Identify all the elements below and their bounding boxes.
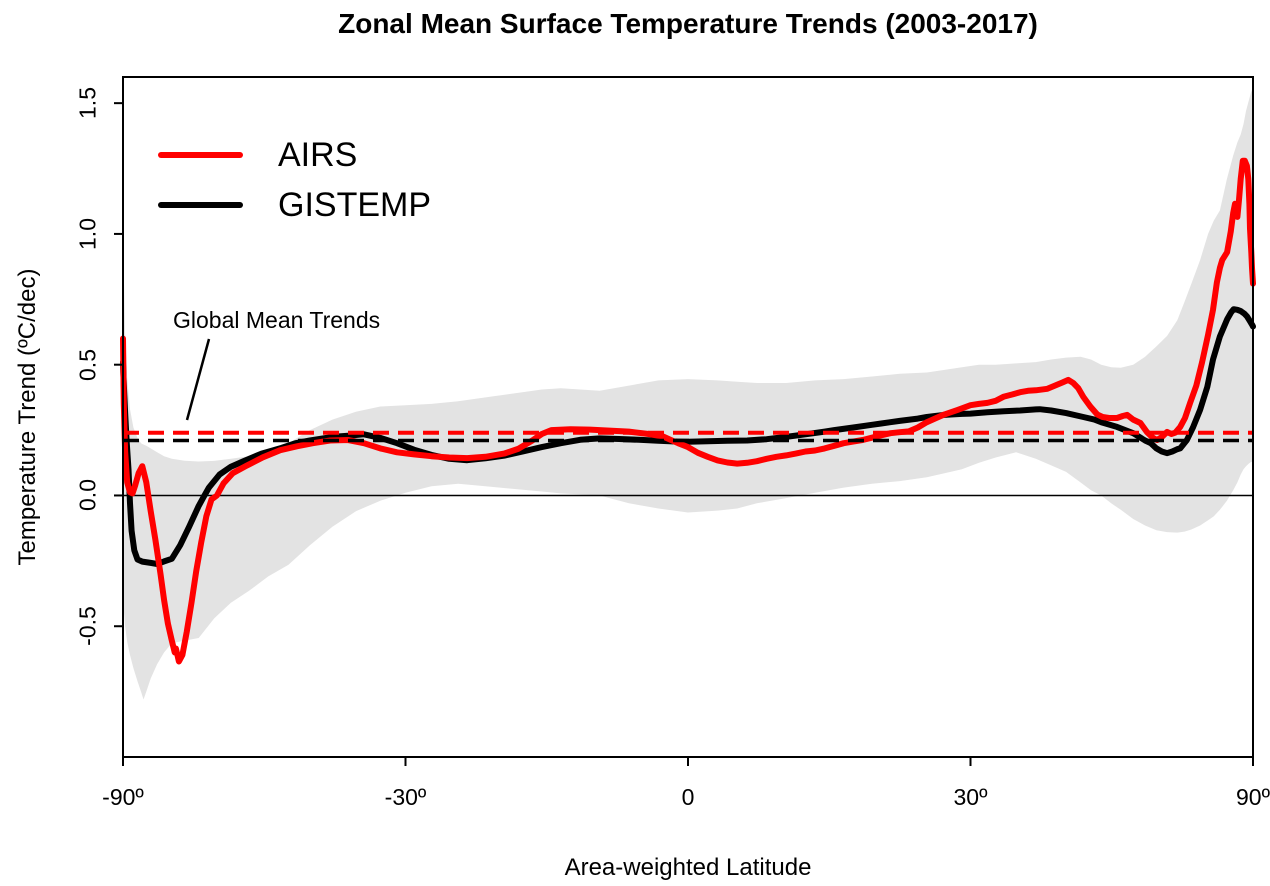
uncertainty-band <box>123 87 1253 700</box>
legend-line-gistemp <box>158 202 243 208</box>
annotation-pointer-line <box>185 338 211 421</box>
y-tick-label: 1.0 <box>74 217 101 250</box>
x-tick-label: 0 <box>681 784 695 810</box>
y-tick-label: 0.5 <box>74 348 101 381</box>
y-axis-title: Temperature Trend (ºC/dec) <box>14 268 41 566</box>
x-tick-label: 90º <box>1236 784 1270 810</box>
x-tick-label: 30º <box>953 784 988 810</box>
annotation-global-mean-trends: Global Mean Trends <box>173 307 381 333</box>
x-tick-label: -30º <box>384 784 427 810</box>
series-line-airs <box>120 157 1256 665</box>
legend-label-gistemp: GISTEMP <box>278 186 432 224</box>
legend-label-airs: AIRS <box>278 136 358 174</box>
legend-line-airs <box>158 152 243 158</box>
x-axis-title: Area-weighted Latitude <box>564 854 812 881</box>
x-tick-label: -90º <box>102 784 144 810</box>
chart-title: Zonal Mean Surface Temperature Trends (2… <box>338 8 1038 39</box>
y-tick-label: -0.5 <box>74 606 101 647</box>
y-tick-label: 1.5 <box>74 87 101 120</box>
y-tick-label: 0.0 <box>74 479 101 512</box>
